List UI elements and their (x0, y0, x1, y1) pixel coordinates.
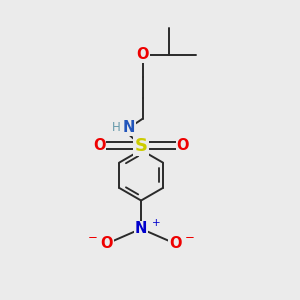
Text: N: N (123, 120, 135, 135)
Text: H: H (111, 121, 120, 134)
Text: S: S (135, 136, 148, 154)
Text: −: − (184, 231, 194, 244)
Text: O: O (169, 236, 182, 251)
Text: +: + (152, 218, 161, 228)
Text: −: − (88, 231, 98, 244)
Text: O: O (176, 138, 189, 153)
Text: O: O (136, 47, 149, 62)
Text: O: O (101, 236, 113, 251)
Text: N: N (135, 221, 147, 236)
Text: O: O (93, 138, 106, 153)
